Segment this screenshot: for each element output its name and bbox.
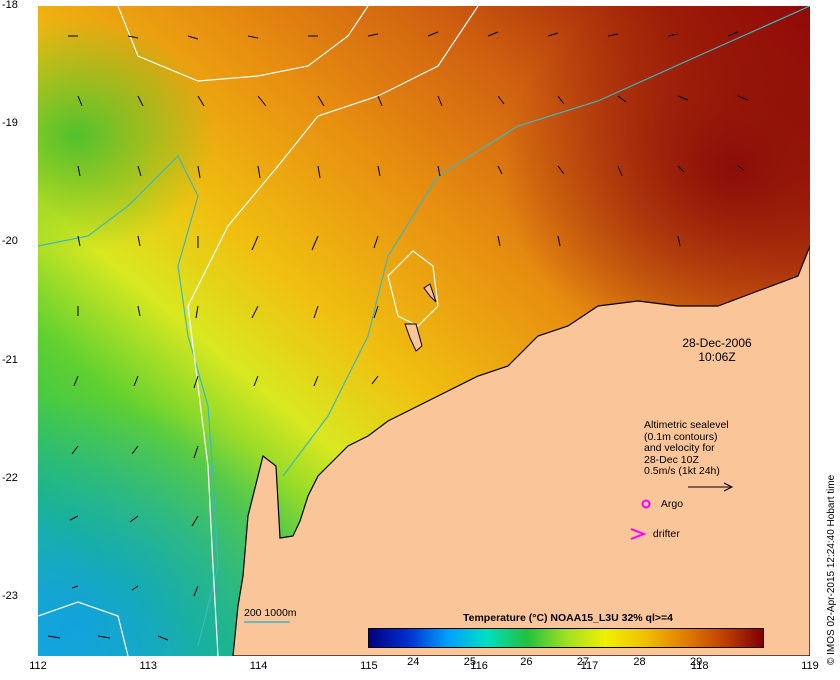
colorbar-tick-label: 26 [520, 656, 533, 668]
velocity-arrows [47, 31, 749, 641]
velocity-scale-arrow [688, 482, 734, 492]
legend-line: (0.1m contours) [644, 430, 718, 443]
colorbar-tick-label: 24 [407, 656, 420, 668]
isobath-legend: 200 1000m [244, 607, 297, 619]
colorbar [368, 628, 764, 648]
land-mass [232, 245, 810, 656]
colorbar-tick-label: 25 [463, 656, 476, 668]
drifter-legend: drifter [630, 528, 680, 541]
isobath-200m [38, 154, 219, 647]
sealevel-contour [117, 6, 369, 82]
longitude-tick-label: 115 [360, 660, 378, 672]
legend-line: 0.5m/s (1kt 24h) [644, 465, 720, 478]
longitude-tick-label: 112 [29, 660, 47, 672]
colorbar-tick-label: 29 [689, 656, 703, 668]
drifter-marker-icon [630, 528, 647, 541]
longitude-tick-label: 116 [470, 660, 488, 672]
drifter-label: drifter [652, 528, 680, 540]
longitude-tick-label: 114 [249, 660, 268, 672]
sealevel-contour [387, 250, 439, 327]
timestamp-date: 28-Dec-2006 [682, 336, 752, 350]
argo-label: Argo [660, 498, 684, 510]
argo-legend: Argo [640, 498, 683, 510]
legend-line: and velocity for [644, 442, 715, 455]
island [404, 323, 423, 352]
latitude-tick-label: -19 [2, 117, 18, 130]
isobath-1000m [282, 6, 810, 477]
timestamp-time: 10:06Z [698, 350, 736, 364]
credit-text: © IMOS 02-Apr-2015 12:24:40 Hobart time [826, 474, 837, 665]
legend-line: Altimetric sealevel [644, 419, 729, 431]
sealevel-contour [187, 6, 479, 656]
longitude-tick-label: 117 [580, 660, 599, 672]
map-legend: Altimetric sealevel (0.1m contours) and … [644, 419, 729, 478]
sst-map [38, 6, 810, 656]
map-canvas [38, 6, 810, 656]
longitude-tick-label: 119 [801, 660, 819, 672]
latitude-tick-label: -18 [2, 0, 18, 11]
colorbar-title: Temperature (°C) NOAA15_L3U 32% ql>=4 [463, 612, 673, 624]
longitude-tick-label: 118 [690, 660, 709, 672]
colorbar-tick-label: 27 [576, 656, 590, 668]
timestamp: 28-Dec-2006 10:06Z [668, 336, 766, 364]
latitude-tick-label: -23 [2, 589, 18, 602]
legend-line: 28-Dec 10Z [644, 453, 699, 466]
latitude-tick-label: -22 [2, 471, 18, 484]
sealevel-contour [38, 601, 129, 656]
latitude-tick-label: -20 [2, 235, 18, 248]
latitude-tick-label: -21 [2, 353, 18, 366]
isobath-legend-label: 200 1000m [244, 607, 297, 619]
argo-marker-icon [641, 499, 651, 509]
colorbar-tick-label: 28 [633, 656, 646, 668]
island [423, 283, 437, 303]
longitude-tick-label: 113 [139, 660, 158, 672]
